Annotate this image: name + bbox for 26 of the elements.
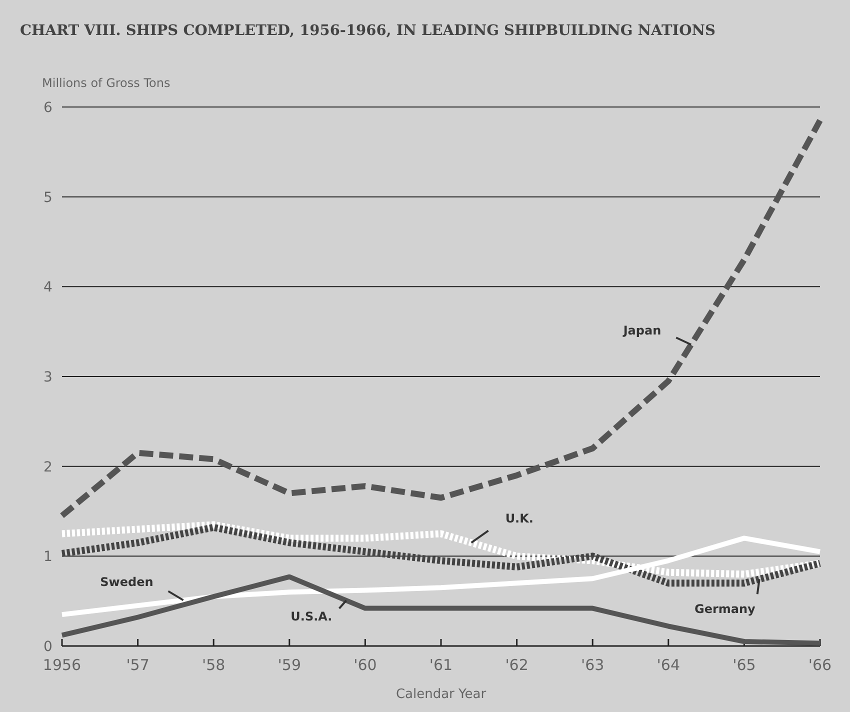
x-tick-label: '59 [278, 656, 302, 674]
chart-title: CHART VIII. SHIPS COMPLETED, 1956-1966, IN LEADING SHIPBUILDING NATIONS [20, 22, 716, 39]
text: U.K. [505, 512, 534, 526]
y-tick-label: 6 [44, 100, 53, 116]
series-label: Germany [694, 602, 756, 616]
x-tick-label: '62 [505, 656, 528, 674]
text: Japan [622, 324, 662, 338]
series-label: Sweden [100, 575, 154, 590]
series-label: U.S.A. [290, 609, 332, 624]
x-tick-label: 1956 [42, 656, 82, 674]
y-tick-label: 5 [44, 190, 52, 206]
y-tick-label: 3 [44, 370, 52, 386]
x-tick-label: '61 [429, 656, 453, 674]
x-tick-label: '57 [126, 656, 150, 674]
x-tick-label: '65 [732, 656, 756, 674]
x-axis-title: Calendar Year [396, 687, 487, 702]
y-tick-label: 4 [44, 280, 53, 296]
y-tick-label: 2 [44, 459, 52, 476]
x-tick-label: '66 [808, 656, 832, 674]
x-tick-label: '60 [354, 656, 377, 674]
y-tick-label: 0 [44, 639, 52, 655]
y-axis-title: Millions of Gross Tons [42, 76, 170, 90]
x-tick-label: '63 [580, 656, 604, 674]
x-tick-label: '58 [202, 656, 226, 674]
x-tick-label: '64 [656, 656, 680, 674]
y-tick-label: 1 [44, 549, 52, 566]
